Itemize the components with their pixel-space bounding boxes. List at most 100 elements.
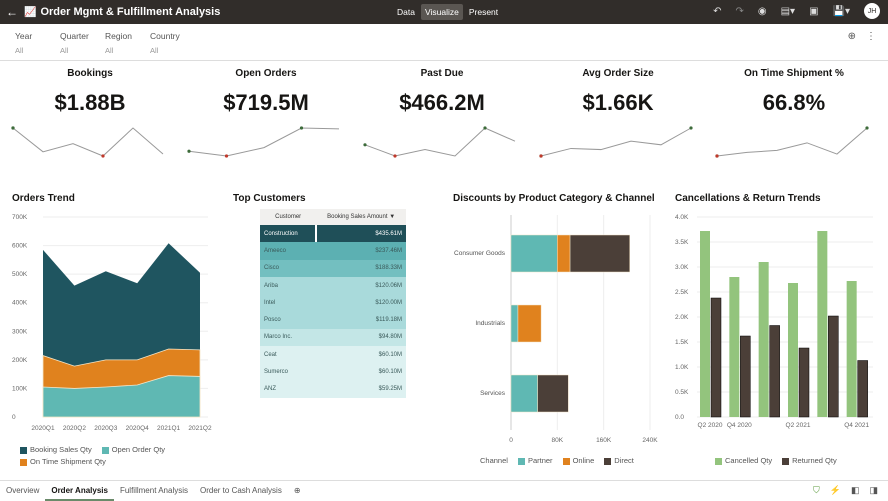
y-tick-label: 0.5K	[675, 389, 689, 396]
bar-cancelled-qty	[817, 231, 828, 417]
bar-returned-qty	[740, 335, 751, 418]
column-header-booking-sales[interactable]: Booking Sales Amount ▼	[316, 209, 406, 225]
kpi-value: $1.88B	[54, 90, 126, 115]
x-tick-label: 240K	[642, 437, 658, 444]
tab-order-to-cash[interactable]: Order to Cash Analysis	[200, 485, 282, 495]
tab-overview[interactable]: Overview	[6, 485, 40, 495]
sparkline-line	[12, 127, 163, 157]
bookmark-icon[interactable]: ⛉	[812, 485, 820, 495]
amount-cell: $59.25M	[378, 386, 402, 393]
amount-cell: $435.61M	[315, 225, 406, 243]
bar-returned-qty	[857, 360, 868, 418]
bar-cancelled-qty	[729, 277, 740, 417]
filter-bar: Year All Quarter All Region All Country All …	[0, 24, 888, 61]
bar-online	[517, 304, 542, 343]
amount-cell: $119.18M	[375, 317, 402, 324]
refresh-data-icon[interactable]: ⚡	[829, 485, 841, 495]
sparkline-min-point	[392, 154, 397, 158]
table-row[interactable]: Marco Inc. $94.80M	[260, 328, 406, 347]
kpi-card[interactable]: Bookings $1.88B	[5, 68, 175, 164]
customer-cell: Intel	[264, 299, 276, 306]
tab-fulfillment-analysis[interactable]: Fulfillment Analysis	[119, 485, 188, 495]
undo-icon[interactable]: ↶	[713, 5, 722, 17]
kpi-card[interactable]: On Time Shipment % 66.8%	[709, 68, 879, 164]
table-row[interactable]: Ceat $60.10M	[260, 346, 406, 364]
category-label: Industrials	[475, 320, 505, 327]
mode-visualize[interactable]: Visualize	[420, 4, 463, 20]
legend-on-time[interactable]: On Time Shipment Qty	[20, 457, 106, 466]
x-tick-label: 2020Q1	[31, 425, 55, 432]
save-icon[interactable]: 💾▾	[832, 5, 850, 17]
legend-returned[interactable]: Returned Qty	[782, 456, 837, 465]
legend-partner[interactable]: Partner	[517, 456, 553, 465]
globe-icon[interactable]: ⊕	[847, 31, 856, 42]
add-canvas-icon[interactable]: ⊕	[293, 485, 301, 495]
avatar[interactable]: JH	[864, 3, 880, 19]
table-row[interactable]: Intel $120.00M	[260, 294, 406, 312]
discounts-legend: Channel Partner Online Direct	[480, 456, 634, 465]
kpi-card[interactable]: Past Due $466.2M	[357, 68, 527, 164]
table-row[interactable]: Ameeco $237.46M	[260, 242, 406, 260]
sparkline-min-point	[224, 154, 228, 158]
legend-online[interactable]: Online	[562, 456, 594, 465]
amount-cell: $94.80M	[378, 334, 402, 341]
panel-left-icon[interactable]: ◧	[850, 485, 860, 495]
preview-icon[interactable]: ▣	[809, 5, 819, 17]
sparkline-start-point	[186, 149, 191, 153]
y-tick-label: 1.0K	[675, 364, 689, 371]
legend-title: Channel	[480, 456, 508, 465]
discounts-title: Discounts by Product Category & Channel	[453, 193, 655, 204]
more-icon[interactable]: ⋮	[866, 31, 876, 42]
kpi-card[interactable]: Open Orders $719.5M	[181, 68, 351, 164]
filter-country[interactable]: Country All	[150, 31, 180, 55]
panel-right-icon[interactable]: ◨	[869, 485, 878, 495]
table-row[interactable]: Posco $119.18M	[260, 311, 406, 329]
table-row[interactable]: Ariba $120.06M	[260, 276, 406, 295]
top-customers-table: Customer Booking Sales Amount ▼ Construc…	[260, 209, 406, 398]
legend-cancelled[interactable]: Cancelled Qty	[715, 456, 772, 465]
cancellations-title: Cancellations & Return Trends	[675, 193, 821, 204]
sparkline-max-point	[688, 126, 693, 130]
redo-icon[interactable]: ↷	[735, 5, 744, 17]
kpi-label: Open Orders	[235, 68, 297, 79]
app-header: ← 📈 Order Mgmt & Fulfillment Analysis Da…	[0, 0, 888, 24]
customer-cell: Cisco	[264, 265, 280, 272]
table-row[interactable]: ANZ $59.25M	[260, 380, 406, 398]
kpi-label: On Time Shipment %	[744, 68, 844, 79]
y-tick-label: 400K	[12, 300, 28, 307]
filter-year[interactable]: Year All	[15, 31, 33, 55]
y-tick-label: 200K	[12, 357, 28, 364]
canvas-menu-icon[interactable]: ▤▾	[780, 5, 796, 17]
customer-cell: Ariba	[264, 282, 279, 289]
legend-open-order[interactable]: Open Order Qty	[101, 445, 165, 454]
y-tick-label: 3.5K	[675, 239, 689, 246]
bar-cancelled-qty	[788, 283, 798, 417]
area-open-order-qty	[42, 375, 201, 418]
mode-data[interactable]: Data	[397, 7, 415, 17]
refresh-icon[interactable]: ◉	[757, 5, 767, 17]
legend-direct[interactable]: Direct	[604, 456, 634, 465]
table-row[interactable]: Sumerco $60.10M	[260, 363, 406, 381]
bar-partner	[510, 234, 558, 273]
kpi-card[interactable]: Avg Order Size $1.66K	[533, 68, 703, 164]
filter-quarter[interactable]: Quarter All	[60, 31, 89, 55]
tab-order-analysis[interactable]: Order Analysis	[45, 481, 114, 501]
table-row[interactable]: Cisco $188.33M	[260, 259, 406, 277]
sparkline-line	[188, 127, 339, 157]
kpi-label: Past Due	[420, 68, 464, 79]
sparkline-line	[540, 127, 691, 157]
y-tick-label: 4.0K	[675, 214, 689, 221]
back-arrow-icon[interactable]: ←	[6, 5, 18, 19]
legend-booking[interactable]: Booking Sales Qty	[20, 445, 92, 454]
bar-returned-qty	[769, 325, 780, 418]
y-tick-label: 3.0K	[675, 264, 689, 271]
bar-cancelled-qty	[700, 231, 710, 417]
filter-region[interactable]: Region All	[105, 31, 132, 55]
customer-cell: Ceat	[264, 351, 277, 358]
mode-present[interactable]: Present	[468, 7, 499, 17]
column-header-customer[interactable]: Customer	[260, 209, 317, 225]
table-row[interactable]: Construction $435.61M	[260, 225, 406, 243]
bar-direct	[537, 374, 569, 413]
cancellations-legend: Cancelled Qty Returned Qty	[715, 456, 837, 465]
amount-cell: $60.10M	[378, 369, 402, 376]
